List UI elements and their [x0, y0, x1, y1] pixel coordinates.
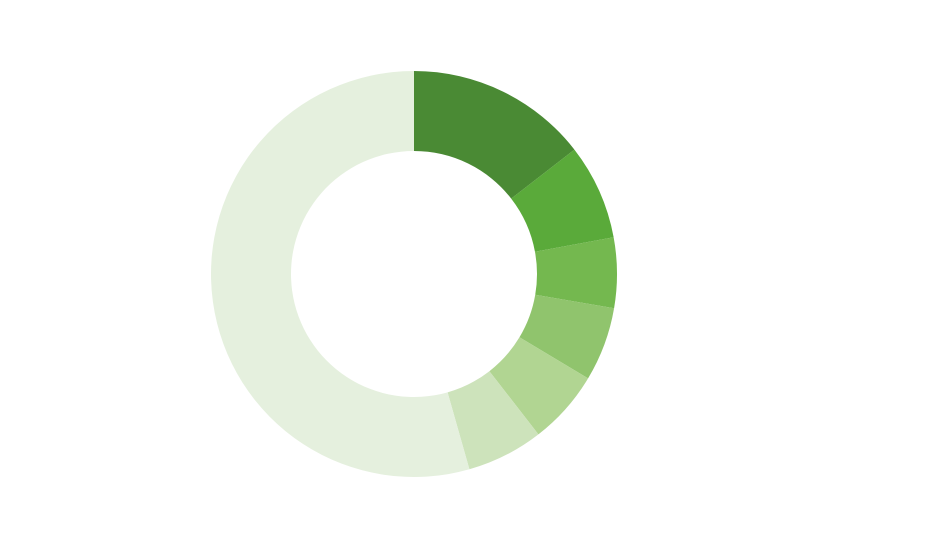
donut-segment	[534, 237, 618, 309]
donut-segment	[414, 71, 575, 199]
donut-segment	[511, 149, 614, 252]
donut-segment	[211, 71, 470, 477]
donut-segment	[447, 371, 539, 470]
donut-segment	[519, 294, 615, 379]
donut-segment	[489, 337, 589, 435]
